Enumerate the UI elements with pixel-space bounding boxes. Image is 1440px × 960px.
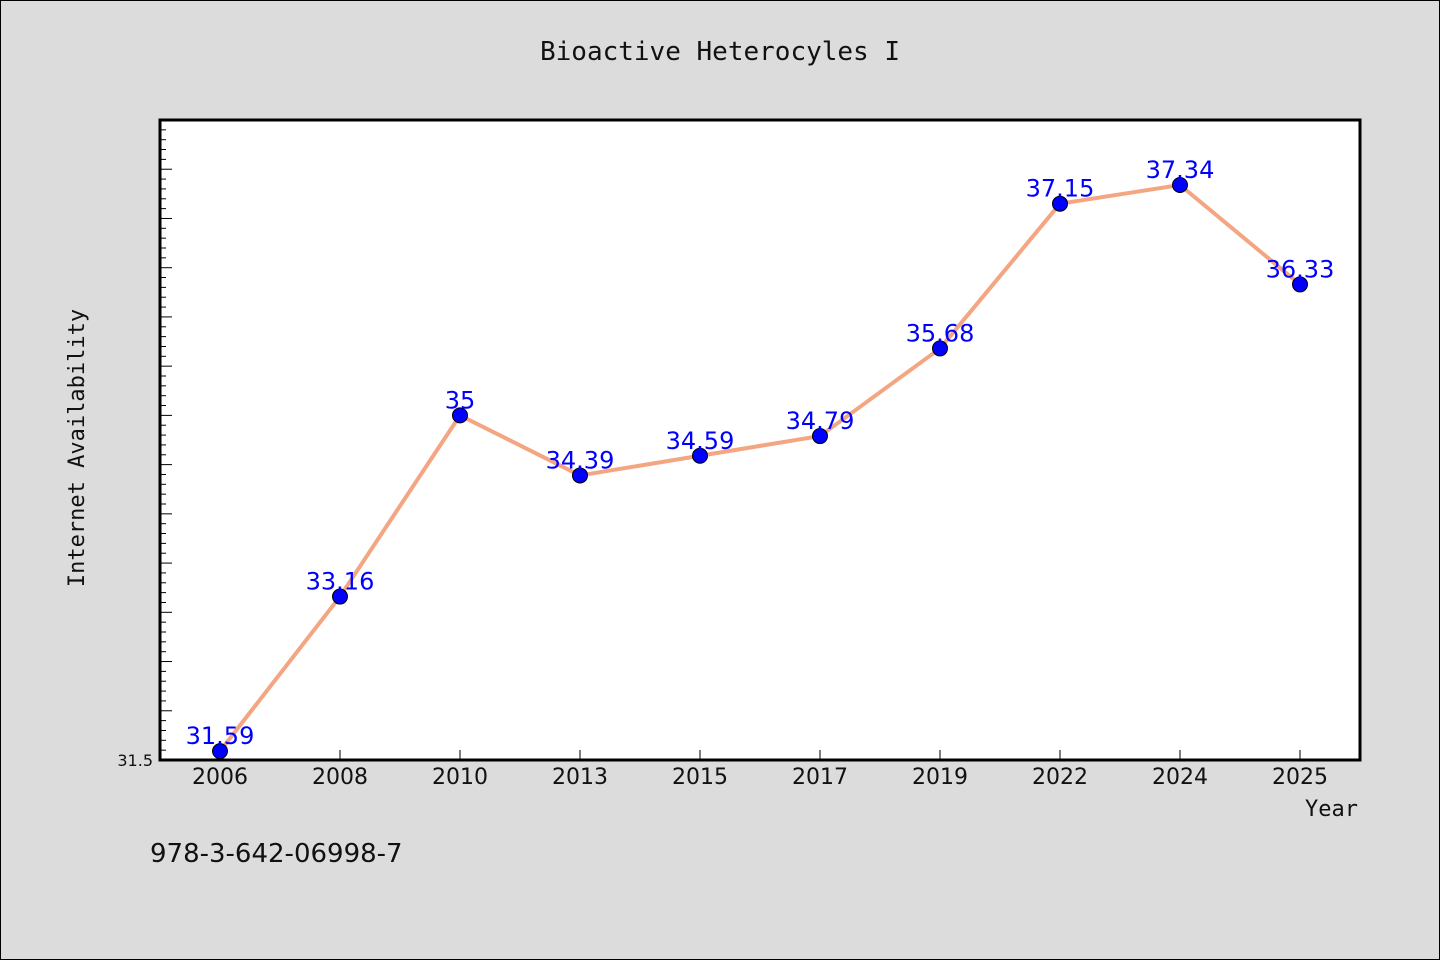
y-tick-label-min: 31.5: [117, 751, 153, 770]
x-tick-label: 2024: [1152, 765, 1208, 790]
chart-title: Bioactive Heterocyles I: [540, 37, 900, 67]
x-tick-label: 2013: [552, 765, 608, 790]
data-point: [692, 447, 708, 464]
data-point: [1052, 195, 1068, 212]
data-point: [452, 407, 468, 424]
data-label: 36.33: [1266, 255, 1335, 283]
x-axis-ticks: 2006 2008 2010 2013 2015 2017 2019 2022 2024 2025: [192, 750, 1328, 790]
data-point: [1172, 176, 1188, 193]
data-point: [1292, 276, 1308, 293]
x-tick-label: 2008: [312, 765, 368, 790]
series-layer: 31.59 33.16 35 34.39 34.59 34.79 35.68 37.15 37.…: [186, 156, 1335, 760]
data-label: 34.59: [666, 427, 735, 455]
x-tick-label: 2019: [912, 765, 968, 790]
x-tick-label: 2015: [672, 765, 728, 790]
x-tick-label: 2022: [1032, 765, 1088, 790]
data-label: 35: [445, 386, 476, 414]
x-tick-label: 2017: [792, 765, 848, 790]
data-point: [212, 743, 228, 760]
x-tick-label: 2025: [1272, 765, 1328, 790]
y-axis-ticks: [160, 119, 172, 761]
data-point: [572, 467, 588, 484]
data-point: [932, 340, 948, 357]
data-label: 35.68: [906, 319, 975, 347]
x-axis-label: Year: [1305, 797, 1358, 822]
plot-area: [158, 118, 1362, 762]
data-label: 37.15: [1026, 175, 1095, 203]
data-point: [812, 428, 828, 445]
data-label: 34.39: [546, 446, 615, 474]
data-point: [332, 588, 348, 605]
data-label: 37.34: [1146, 156, 1215, 184]
x-tick-label: 2010: [432, 765, 488, 790]
data-label: 31.59: [186, 722, 255, 750]
isbn-text: 978-3-642-06998-7: [150, 839, 403, 869]
y-axis-label: Internet Availability: [65, 309, 90, 587]
data-label: 33.16: [306, 568, 375, 596]
series-line: [218, 182, 1302, 754]
data-label: 34.79: [786, 407, 855, 435]
x-tick-label: 2006: [192, 765, 248, 790]
